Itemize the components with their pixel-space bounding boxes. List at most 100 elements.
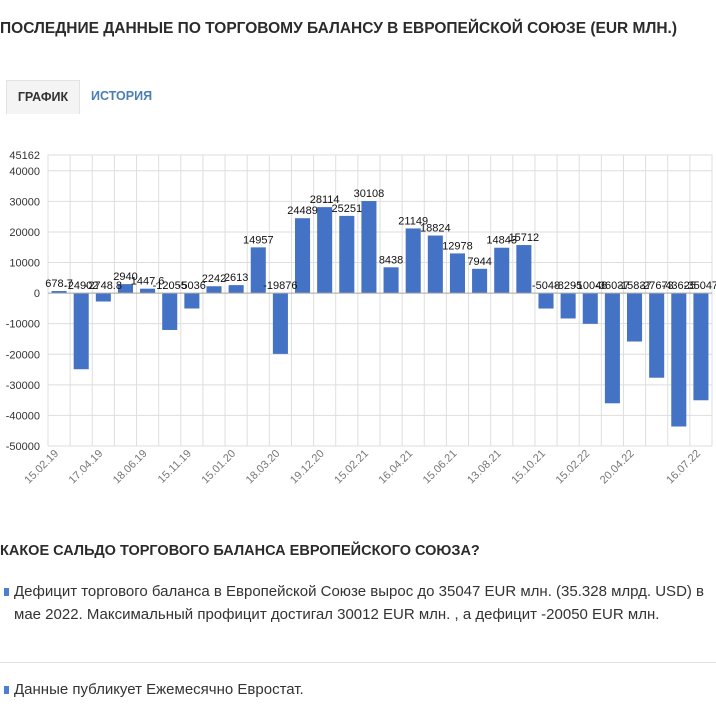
data-label: -43625 xyxy=(662,280,696,292)
y-tick-label: 20000 xyxy=(9,227,40,239)
data-label: 15712 xyxy=(509,232,540,244)
chart-canvas: 45162 40000 30000 20000 10000 0 -10000 -20000 -3… xyxy=(6,150,716,487)
data-label: 14843 xyxy=(486,235,517,247)
x-tick-label: 15.02.21 xyxy=(332,448,371,487)
list-item: Данные публикует Ежемесячно Евростат. xyxy=(0,678,716,701)
data-label: 18824 xyxy=(420,223,451,235)
x-tick-label: 16.07.22 xyxy=(664,448,703,487)
bar xyxy=(383,267,399,294)
x-tick-label: 13.08.21 xyxy=(465,448,504,487)
x-tick-label: 18.06.19 xyxy=(111,448,150,487)
bar xyxy=(317,207,333,294)
bar xyxy=(361,201,377,294)
bar xyxy=(51,291,67,294)
y-tick-label: -20000 xyxy=(6,349,40,361)
data-label: -36037 xyxy=(595,280,629,292)
bullet-marker xyxy=(4,588,9,596)
bar xyxy=(494,247,510,294)
y-tick-label: 45162 xyxy=(9,150,40,162)
data-label: -24902 xyxy=(64,280,98,292)
data-label: 14957 xyxy=(243,234,274,246)
data-label: -27673 xyxy=(640,280,674,292)
x-tick-label: 15.01.20 xyxy=(199,448,238,487)
bar xyxy=(95,293,111,302)
bar xyxy=(117,284,133,294)
data-label: -10048 xyxy=(573,280,607,292)
bar xyxy=(427,235,443,294)
x-tick-label: 17.04.19 xyxy=(67,448,106,487)
bar xyxy=(649,293,665,378)
data-label: -12055 xyxy=(153,280,187,292)
data-label: 30108 xyxy=(354,188,385,200)
data-label: 24489 xyxy=(287,205,318,217)
data-label: 12978 xyxy=(442,240,473,252)
x-tick-label: 15.11.19 xyxy=(156,448,194,486)
divider xyxy=(0,662,716,663)
bar xyxy=(693,293,709,401)
x-tick-label: 15.10.21 xyxy=(509,448,548,487)
x-tick-label: 20.04.22 xyxy=(598,448,637,487)
data-label: 2242 xyxy=(202,273,226,285)
bar xyxy=(339,215,355,294)
y-tick-label: -40000 xyxy=(6,410,40,422)
y-tick-label: 30000 xyxy=(9,196,40,208)
bar xyxy=(405,228,421,294)
x-tick-label: 18.03.20 xyxy=(244,448,283,487)
bar xyxy=(627,293,643,342)
bar xyxy=(162,293,178,330)
bar xyxy=(472,268,488,294)
data-label: 2613 xyxy=(224,272,248,284)
bar xyxy=(250,247,266,294)
x-tick-label: 19.12.20 xyxy=(288,448,327,487)
data-label: -19876 xyxy=(263,280,297,292)
bar xyxy=(449,253,465,294)
bar xyxy=(582,293,598,324)
bar xyxy=(604,293,620,404)
chart-tabs: ГРАФИК ИСТОРИЯ xyxy=(6,80,166,114)
x-tick-label: 15.02.19 xyxy=(22,448,61,487)
list-item: Дефицит торгового баланса в Европейской … xyxy=(0,580,716,626)
bar xyxy=(140,288,156,294)
data-label: -35047 xyxy=(684,280,716,292)
data-label: -15837 xyxy=(617,280,651,292)
bar xyxy=(538,293,554,309)
data-label: -8295 xyxy=(554,280,582,292)
data-label: -5036 xyxy=(178,280,206,292)
bar xyxy=(671,293,687,427)
bar xyxy=(295,218,311,294)
data-label: -2748.8 xyxy=(85,280,122,292)
bar xyxy=(206,286,222,294)
y-tick-label: 40000 xyxy=(9,166,40,178)
bullet-marker xyxy=(4,686,9,694)
tab-history[interactable]: ИСТОРИЯ xyxy=(91,89,153,103)
bullet-text: Дефицит торгового баланса в Европейской … xyxy=(14,583,705,623)
bar xyxy=(73,293,89,370)
page-title: ПОСЛЕДНИЕ ДАННЫЕ ПО ТОРГОВОМУ БАЛАНСУ В … xyxy=(0,20,678,37)
data-label: 28114 xyxy=(310,194,340,206)
bar xyxy=(184,293,200,309)
x-tick-label: 16.04.21 xyxy=(377,448,416,487)
data-label: 2940 xyxy=(113,271,137,283)
x-tick-label: 15.06.21 xyxy=(421,448,460,487)
data-label: 8438 xyxy=(379,254,403,266)
trade-balance-chart: 45162 40000 30000 20000 10000 0 -10000 -20000 -3… xyxy=(0,140,716,505)
y-tick-label: -50000 xyxy=(6,441,40,453)
bar xyxy=(272,293,288,354)
data-label: 678.7 xyxy=(45,278,73,290)
data-label: 21149 xyxy=(398,215,428,227)
bar xyxy=(516,245,532,294)
data-label: 25251 xyxy=(332,203,363,215)
y-tick-label: 0 xyxy=(34,288,40,300)
data-label: 1447.6 xyxy=(131,276,165,288)
data-label: -5048 xyxy=(532,280,560,292)
data-label: 7944 xyxy=(467,256,491,268)
bar xyxy=(228,285,244,294)
y-tick-label: 10000 xyxy=(9,258,40,270)
y-tick-label: -10000 xyxy=(6,319,40,331)
y-tick-label: -30000 xyxy=(6,380,40,392)
tab-chart[interactable]: ГРАФИК xyxy=(6,80,80,114)
section-heading: КАКОЕ САЛЬДО ТОРГОВОГО БАЛАНСА ЕВРОПЕЙСК… xyxy=(0,543,480,559)
bullet-text: Данные публикует Ежемесячно Евростат. xyxy=(14,681,304,698)
bar xyxy=(560,293,576,319)
x-tick-label: 15.02.22 xyxy=(554,448,593,487)
